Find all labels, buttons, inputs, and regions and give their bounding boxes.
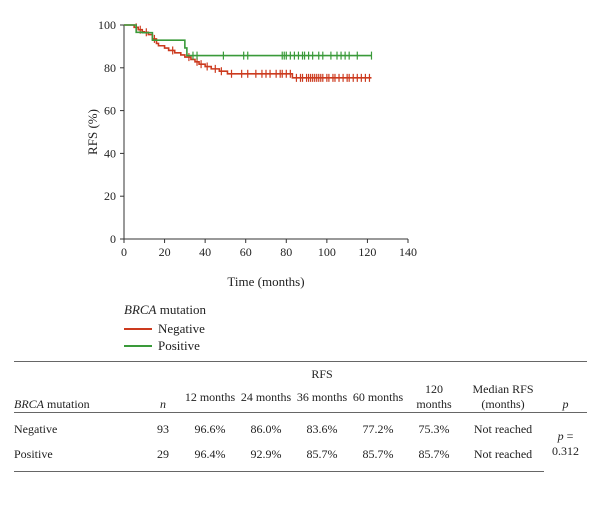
- y-axis-label: RFS (%): [85, 109, 100, 155]
- y-tick-label: 20: [104, 189, 116, 203]
- km-chart: 0 20 40 60 80 100 120 140 0 20 40 60 80 100 RFS (%) T…: [85, 18, 417, 289]
- y-tick-label: 0: [110, 232, 116, 246]
- header-n: n: [160, 397, 166, 411]
- row-rfs-value: 96.6%: [182, 412, 238, 442]
- y-tick-label: 40: [104, 146, 116, 160]
- row-rfs-value: 85.7%: [406, 442, 462, 472]
- p-value: p = 0.312: [544, 412, 587, 472]
- x-tick-label: 140: [399, 245, 417, 259]
- legend-swatch-negative: [124, 327, 152, 330]
- header-month: 120 months: [416, 382, 452, 411]
- x-tick-label: 120: [358, 245, 376, 259]
- row-label: Positive: [14, 442, 144, 472]
- header-p: p: [562, 397, 569, 411]
- row-rfs-value: 85.7%: [294, 442, 350, 472]
- row-rfs-value: 85.7%: [350, 442, 406, 472]
- header-month: 12 months: [184, 389, 236, 404]
- header-rfs: RFS: [311, 367, 333, 381]
- table-header-row-2: 12 months 24 months 36 months 60 months …: [14, 382, 587, 413]
- legend-item-negative: Negative: [124, 320, 206, 337]
- header-brca-mutation: BRCA mutation: [14, 397, 90, 411]
- header-median-rfs: Median RFS (months): [472, 382, 534, 411]
- x-tick-label: 100: [318, 245, 336, 259]
- row-n: 29: [144, 442, 182, 472]
- row-median: Not reached: [462, 442, 544, 472]
- y-tick-label: 80: [104, 61, 116, 75]
- row-rfs-value: 77.2%: [350, 412, 406, 442]
- x-tick-label: 40: [199, 245, 211, 259]
- x-tick-label: 80: [280, 245, 292, 259]
- table-header-row-1: BRCA mutation n RFS Median RFS (months) p: [14, 361, 587, 411]
- table-row: Negative 93 96.6% 86.0% 83.6% 77.2% 75.3…: [14, 412, 587, 472]
- legend-item-positive: Positive: [124, 337, 206, 354]
- row-label: Negative: [14, 412, 144, 442]
- header-month: 36 months: [296, 389, 348, 404]
- row-rfs-value: 86.0%: [238, 412, 294, 442]
- header-month: 24 months: [240, 389, 292, 404]
- chart-plot-area: [124, 23, 373, 82]
- row-rfs-value: 92.9%: [238, 442, 294, 472]
- row-median: Not reached: [462, 412, 544, 442]
- y-tick-label: 60: [104, 104, 116, 118]
- series-line-positive: [124, 24, 372, 57]
- chart-axes: 0 20 40 60 80 100 120 140 0 20 40 60 80 100: [98, 18, 417, 259]
- row-rfs-value: 96.4%: [182, 442, 238, 472]
- row-rfs-value: 83.6%: [294, 412, 350, 442]
- legend-title: BRCA mutation: [124, 302, 206, 317]
- x-tick-label: 60: [240, 245, 252, 259]
- row-rfs-value: 75.3%: [406, 412, 462, 442]
- table-row: Positive 29 96.4% 92.9% 85.7% 85.7% 85.7…: [14, 442, 587, 472]
- x-axis-label: Time (months): [227, 274, 304, 289]
- y-tick-label: 100: [98, 18, 116, 32]
- chart-legend: BRCA mutation Negative Positive: [124, 302, 206, 354]
- legend-swatch-positive: [124, 344, 152, 347]
- header-month: 60 months: [352, 389, 404, 404]
- x-tick-label: 0: [121, 245, 127, 259]
- rfs-table: BRCA mutation n RFS Median RFS (months) p…: [14, 361, 587, 472]
- row-n: 93: [144, 412, 182, 442]
- x-tick-label: 20: [159, 245, 171, 259]
